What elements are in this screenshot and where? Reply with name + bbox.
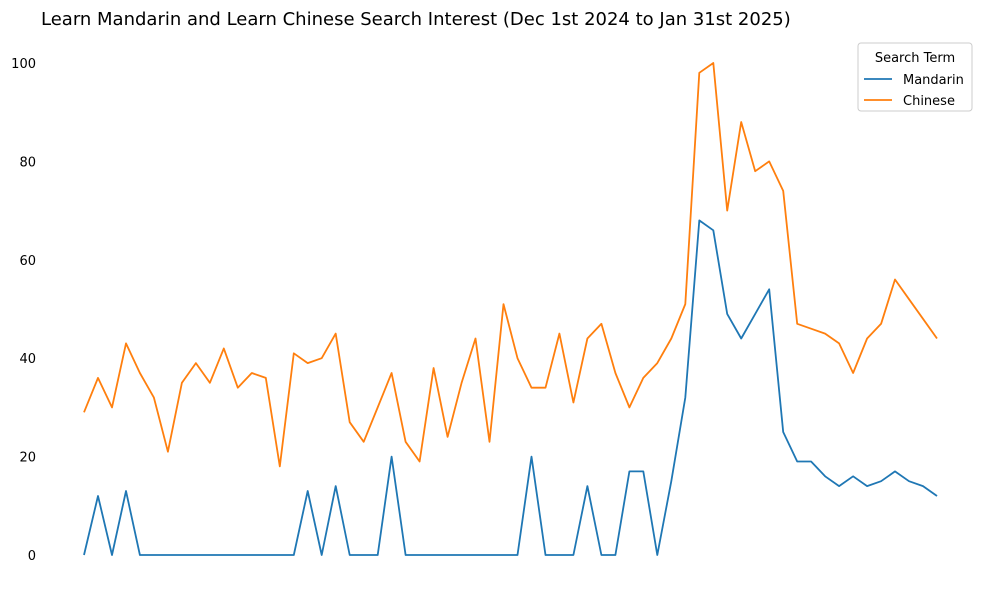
- chart-title: Learn Mandarin and Learn Chinese Search …: [41, 9, 791, 30]
- series-line-mandarin: [83, 219, 938, 556]
- legend-frame: [857, 42, 973, 112]
- legend-label-mandarin: Mandarin: [903, 73, 964, 88]
- y-tick-label: 0: [28, 549, 36, 564]
- y-axis-ticks: 0 20 40 60 80 100: [11, 57, 36, 564]
- y-tick-label: 20: [19, 451, 36, 466]
- series-lines: [83, 62, 938, 556]
- y-tick-label: 100: [11, 57, 36, 72]
- y-tick-label: 40: [19, 352, 36, 367]
- legend-title: Search Term: [875, 51, 955, 66]
- y-tick-label: 80: [19, 155, 36, 170]
- legend-items: Mandarin Chinese: [864, 73, 964, 109]
- series-line-chinese: [83, 62, 938, 468]
- legend-label-chinese: Chinese: [903, 94, 955, 109]
- y-tick-label: 60: [19, 254, 36, 269]
- legend: Search Term Mandarin Chinese: [857, 42, 973, 112]
